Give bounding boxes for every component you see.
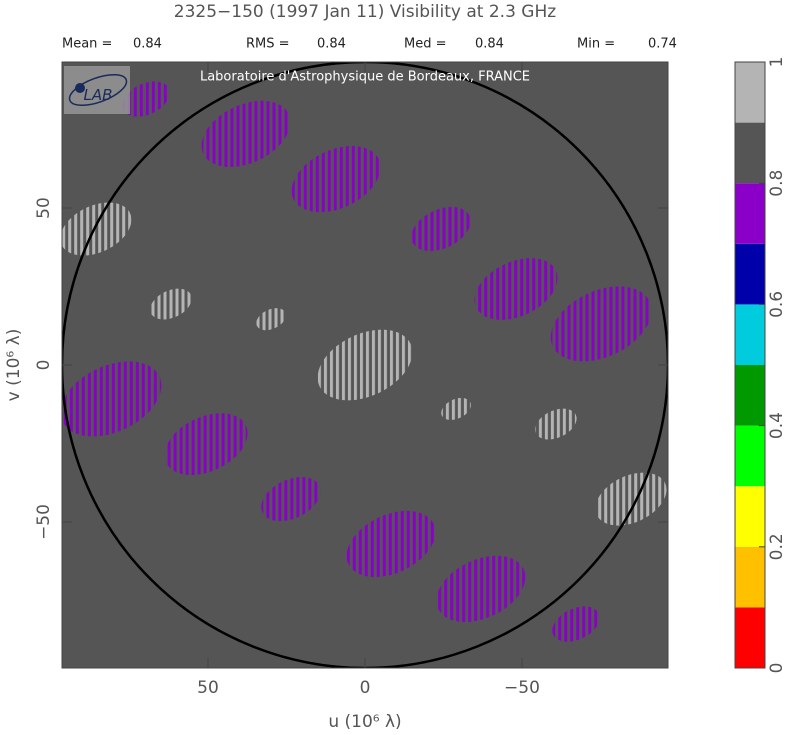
colorbar-segment (735, 243, 765, 305)
visibility-patch (291, 146, 381, 213)
stat-value: 0.84 (133, 37, 162, 52)
y-tick-label: 50 (34, 197, 54, 219)
stat-value: 0.74 (648, 37, 677, 52)
y-tick-label: 0 (34, 360, 54, 371)
colorbar-tick-label: 1 (767, 57, 786, 68)
colorbar-tick-label: 0.4 (767, 412, 786, 439)
stat-label: Mean = (62, 37, 112, 52)
colorbar-segment (735, 607, 765, 668)
visibility-patch (436, 555, 526, 622)
visibility-patch (552, 606, 600, 642)
stat-value: 0.84 (317, 37, 346, 52)
colorbar-segment (735, 183, 765, 244)
visibility-patch (411, 206, 471, 252)
visibility-patch (62, 361, 162, 437)
visibility-patch (261, 476, 321, 522)
visibility-patch (474, 258, 558, 320)
colorbar-segment (735, 365, 765, 426)
visibility-patch (550, 286, 652, 362)
logo-orbit (68, 74, 128, 106)
colorbar-segment (735, 304, 765, 365)
visibility-patch (317, 329, 413, 401)
stat-label: RMS = (246, 37, 290, 52)
patches (62, 81, 667, 642)
colorbar-tick-label: 0.2 (767, 533, 786, 560)
stat-value: 0.84 (475, 37, 504, 52)
visibility-patch (150, 288, 192, 320)
visibility-patch (201, 100, 291, 168)
visibility-patch (62, 202, 132, 256)
y-axis-label: v (10⁶ λ) (4, 329, 24, 402)
visibility-patch (595, 472, 667, 526)
x-tick-label: 0 (360, 678, 371, 698)
x-tick-label: 50 (197, 678, 219, 698)
visibility-patch (256, 308, 286, 331)
chart-title: 2325−150 (1997 Jan 11) Visibility at 2.3… (174, 2, 556, 22)
colorbar-tick-label: 0.8 (767, 170, 786, 197)
stat-label: Min = (577, 37, 615, 52)
logo: LAB (64, 66, 130, 114)
colorbar-segment (735, 122, 765, 184)
colorbar-frame (734, 61, 766, 669)
credit: Laboratoire d'Astrophysique de Bordeaux,… (200, 70, 530, 85)
logo-dot (75, 83, 85, 93)
visibility-patch (164, 413, 248, 476)
visibility-patch (441, 397, 471, 420)
logo-text: LAB (84, 86, 113, 104)
colorbar-tick-label: 0 (767, 663, 786, 674)
colorbar-segment (735, 62, 765, 123)
colorbar-segment (735, 546, 765, 608)
visibility-patch (346, 510, 436, 578)
colorbar-segment (735, 425, 765, 487)
colorbar-tick-label: 0.6 (767, 291, 786, 318)
stat-label: Med = (404, 37, 447, 52)
visibility-patch (122, 81, 170, 117)
visibility-patch (535, 408, 577, 440)
x-tick-label: −50 (504, 678, 540, 698)
colorbar-segment (735, 486, 765, 547)
y-tick-label: −50 (34, 504, 54, 540)
x-axis-label: u (10⁶ λ) (328, 712, 401, 732)
